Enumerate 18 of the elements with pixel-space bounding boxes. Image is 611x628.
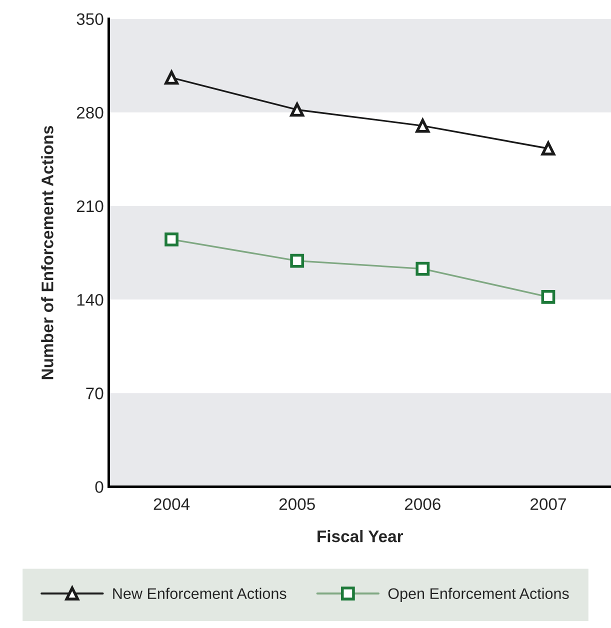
y-axis-title: Number of Enforcement Actions — [41, 126, 54, 380]
legend-label: New Enforcement Actions — [113, 588, 286, 600]
point — [164, 70, 178, 85]
x-tick-label: 2004 — [154, 498, 190, 510]
y-tick-label: 140 — [77, 294, 104, 306]
point — [541, 142, 556, 156]
x-axis-title: Fiscal Year — [318, 530, 404, 542]
x-tick-label: 2007 — [530, 498, 566, 510]
y-tick-label: 350 — [76, 13, 104, 26]
y-tick-label: 210 — [76, 200, 104, 212]
x-tick-label: 2006 — [404, 498, 440, 510]
y-tick-label: 0 — [95, 481, 104, 493]
point — [290, 102, 304, 117]
point — [416, 118, 430, 133]
y-tick-label: 280 — [76, 106, 104, 119]
x-tick-label: 2005 — [279, 498, 315, 510]
y-tick-label: 70 — [86, 388, 104, 400]
legend-label: Open Enforcement Actions — [388, 588, 569, 602]
